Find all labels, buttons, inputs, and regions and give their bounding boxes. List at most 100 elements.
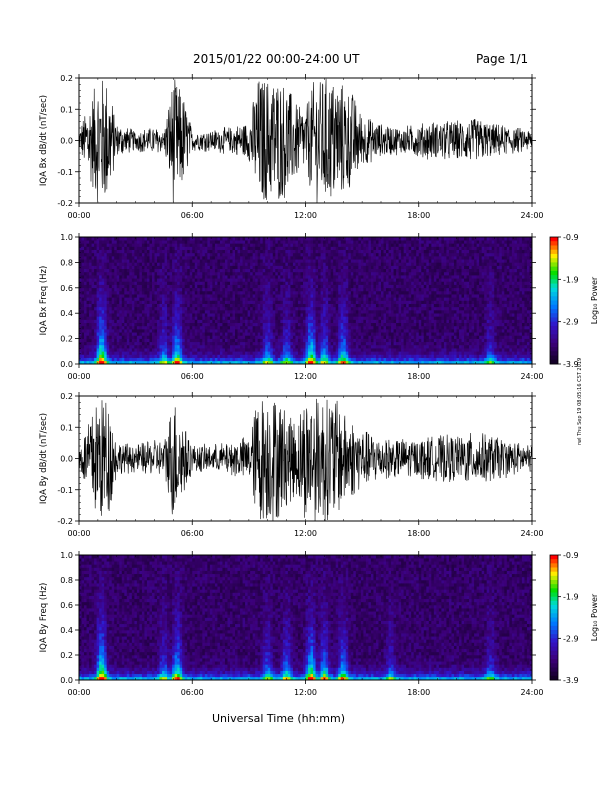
heatmap-cell (287, 322, 291, 327)
heatmap-cell (144, 256, 148, 260)
heatmap-cell (159, 319, 163, 324)
heatmap-cell (149, 281, 153, 285)
heatmap-cell (383, 351, 387, 355)
heatmap-cell (310, 351, 314, 355)
heatmap-cell (204, 360, 208, 365)
heatmap-cell (250, 265, 253, 270)
heatmap-cell (360, 338, 364, 343)
heatmap-cell (179, 252, 183, 257)
heatmap-cell (189, 306, 193, 311)
heatmap-cell (119, 268, 123, 273)
heatmap-cell (383, 313, 387, 317)
heatmap-cell (89, 338, 92, 343)
heatmap-cell (355, 329, 359, 333)
heatmap-cell (272, 338, 276, 343)
heatmap-cell (192, 335, 196, 339)
heatmap-cell (381, 360, 384, 365)
heatmap-cell (358, 240, 362, 244)
heatmap-cell (131, 348, 135, 352)
heatmap-cell (381, 287, 384, 292)
heatmap-cell (257, 319, 261, 324)
heatmap-cell (252, 341, 256, 346)
heatmap-cell (287, 265, 291, 270)
heatmap-cell (370, 265, 374, 270)
heatmap-cell (94, 310, 97, 314)
heatmap-cell (300, 332, 304, 336)
heatmap-cell (136, 338, 140, 343)
heatmap-cell (179, 332, 183, 336)
heatmap-cell (99, 268, 102, 273)
heatmap-cell (363, 310, 367, 314)
heatmap-cell (189, 256, 193, 260)
heatmap-cell (126, 303, 130, 308)
heatmap-cell (305, 303, 309, 308)
heatmap-cell (338, 348, 342, 352)
heatmap-cell (335, 310, 339, 314)
heatmap-cell (96, 357, 100, 362)
heatmap-cell (310, 243, 314, 247)
heatmap-cell (267, 268, 271, 273)
heatmap-cell (101, 357, 105, 362)
heatmap-cell (222, 240, 226, 244)
heatmap-cell (89, 335, 92, 339)
heatmap-cell (151, 360, 155, 365)
heatmap-cell (139, 275, 143, 279)
heatmap-cell (235, 256, 238, 260)
heatmap-cell (320, 246, 324, 250)
heatmap-cell (300, 290, 304, 295)
heatmap-cell (167, 310, 170, 314)
heatmap-cell (194, 335, 198, 339)
y-tick-label: 0.0 (60, 137, 73, 146)
heatmap-cell (219, 271, 223, 276)
heatmap-cell (335, 243, 339, 247)
heatmap-cell (277, 240, 281, 244)
heatmap-cell (237, 259, 241, 263)
heatmap-cell (230, 237, 233, 241)
heatmap-cell (348, 252, 352, 257)
heatmap-cell (245, 249, 248, 254)
heatmap-cell (106, 332, 110, 336)
heatmap-cell (217, 360, 221, 365)
heatmap-cell (277, 252, 281, 257)
heatmap-cell (330, 351, 334, 355)
heatmap-cell (162, 290, 165, 295)
heatmap-cell (119, 265, 123, 270)
heatmap-cell (182, 335, 185, 339)
heatmap-cell (302, 271, 306, 276)
heatmap-cell (136, 259, 140, 263)
heatmap-cell (345, 319, 349, 324)
heatmap-cell (199, 313, 203, 317)
heatmap-cell (373, 306, 377, 311)
heatmap-cell (219, 360, 223, 365)
heatmap-cell (295, 240, 299, 244)
heatmap-cell (174, 313, 178, 317)
heatmap-cell (363, 316, 367, 320)
heatmap-cell (325, 294, 329, 298)
heatmap-cell (199, 351, 203, 355)
heatmap-cell (131, 275, 135, 279)
heatmap-cell (302, 259, 306, 263)
heatmap-cell (338, 249, 342, 254)
heatmap-cell (282, 294, 286, 298)
heatmap-cell (358, 351, 362, 355)
heatmap-cell (280, 262, 284, 266)
heatmap-cell (265, 297, 269, 301)
heatmap-cell (252, 322, 256, 327)
heatmap-cell (333, 252, 336, 257)
heatmap-cell (343, 256, 347, 260)
heatmap-cell (144, 284, 148, 289)
heatmap-cell (217, 281, 221, 285)
heatmap-cell (365, 319, 369, 324)
heatmap-cell (204, 290, 208, 295)
heatmap-cell (139, 256, 143, 260)
heatmap-cell (219, 237, 223, 241)
heatmap-cell (353, 322, 357, 327)
heatmap-cell (378, 313, 382, 317)
heatmap-cell (91, 246, 95, 250)
heatmap-cell (302, 275, 306, 279)
heatmap-cell (237, 348, 241, 352)
heatmap-cell (328, 310, 331, 314)
heatmap-cell (350, 265, 354, 270)
heatmap-cell (370, 341, 374, 346)
heatmap-cell (139, 259, 143, 263)
